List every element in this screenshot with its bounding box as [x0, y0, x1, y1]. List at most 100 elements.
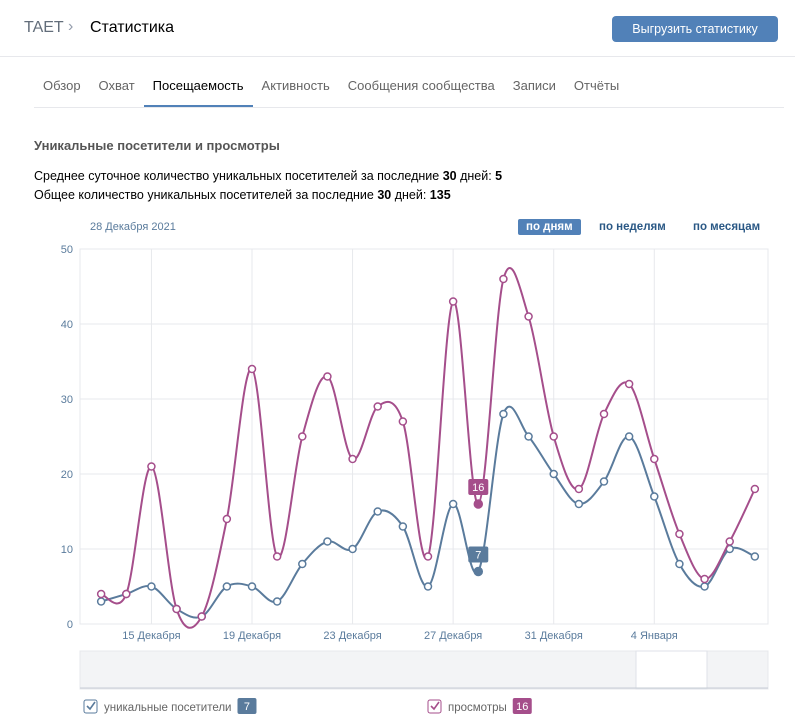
data-point — [574, 484, 584, 494]
tabs: Обзор Охват Посещаемость Активность Сообщени… — [34, 77, 784, 108]
data-point — [473, 499, 484, 509]
value-badge — [468, 546, 489, 563]
value-badge-text: 16 — [472, 482, 484, 494]
legend-check — [86, 701, 96, 711]
data-point — [122, 589, 131, 599]
data-point — [247, 582, 257, 591]
y-tick-label: 10 — [61, 544, 73, 556]
summary-text: Среднее суточное количество уникальных п… — [34, 169, 443, 183]
legend-badge-text: 7 — [244, 701, 250, 713]
legend-checkbox — [427, 699, 442, 714]
series-line — [100, 267, 756, 629]
period-button[interactable]: по дням — [518, 219, 581, 235]
data-point — [298, 432, 307, 441]
data-point — [750, 484, 760, 494]
summary-text: 30 — [377, 188, 392, 202]
y-tick-label: 50 — [61, 244, 73, 256]
period-button[interactable]: по неделям — [599, 221, 666, 233]
summary-text: Общее количество уникальных посетителей … — [34, 188, 378, 202]
data-point — [650, 454, 659, 464]
data-point — [700, 574, 709, 584]
data-point — [348, 454, 357, 464]
data-point — [373, 402, 382, 411]
legend-check — [430, 701, 440, 711]
data-point — [398, 522, 408, 531]
data-point — [700, 582, 709, 591]
plot-frame — [79, 248, 769, 625]
data-point — [398, 417, 408, 426]
y-tick-label: 40 — [61, 319, 73, 331]
data-point — [197, 612, 206, 621]
tab[interactable]: Активность — [261, 78, 330, 93]
tab[interactable]: Охват — [98, 78, 135, 93]
data-point — [222, 514, 232, 524]
data-point — [323, 537, 332, 546]
data-point — [272, 597, 282, 606]
y-tick-label: 30 — [61, 394, 73, 406]
data-point — [272, 552, 282, 561]
data-point — [247, 364, 257, 374]
y-tick-label: 0 — [67, 619, 73, 631]
data-point — [574, 499, 584, 509]
summary-text: 135 — [429, 188, 451, 202]
data-point — [624, 379, 634, 389]
summary-line: Общее количество уникальных посетителей … — [34, 188, 451, 202]
data-point — [96, 597, 106, 606]
legend-badge — [237, 698, 257, 714]
data-point — [323, 372, 332, 381]
legend-label: уникальные посетители — [104, 702, 231, 714]
legend-badge-text: 16 — [516, 701, 528, 713]
summary-text: 5 — [495, 169, 503, 183]
data-point — [499, 409, 508, 419]
data-point — [599, 477, 609, 486]
plot-area — [96, 267, 760, 629]
data-point — [147, 462, 156, 471]
summary-line: Среднее суточное количество уникальных п… — [34, 169, 502, 183]
selected-date: 28 Декабря 2021 — [90, 221, 176, 233]
data-point — [298, 559, 307, 569]
data-point — [650, 492, 659, 501]
x-tick-label: 23 Декабря — [323, 630, 381, 642]
section-title: Уникальные посетители и просмотры — [34, 138, 280, 153]
data-point — [423, 552, 433, 561]
data-point — [675, 529, 684, 539]
data-point — [624, 432, 634, 441]
data-point — [549, 432, 558, 441]
tab[interactable]: Записи — [512, 78, 556, 93]
summary-text: дней: — [456, 169, 496, 183]
header: TAET › Статистика Выгрузить статистику — [0, 0, 795, 57]
data-point — [725, 537, 734, 546]
data-point — [750, 552, 760, 561]
navigator-window — [635, 650, 708, 690]
page-title: Статистика — [90, 19, 175, 36]
tab[interactable]: Посещаемость — [143, 77, 253, 107]
data-point — [473, 566, 484, 577]
summary-text: дней: — [391, 188, 430, 202]
tab[interactable]: Обзор — [43, 78, 81, 93]
value-badge-text: 7 — [475, 550, 481, 562]
data-point — [172, 604, 181, 614]
data-point — [524, 432, 533, 441]
legend-label: просмотры — [448, 702, 507, 714]
series-line — [100, 405, 756, 619]
summary-text: 30 — [442, 169, 457, 183]
tab[interactable]: Отчёты — [573, 78, 620, 93]
data-point — [147, 582, 156, 591]
data-point — [423, 582, 433, 591]
legend-badge — [512, 698, 532, 714]
x-tick-label: 4 Января — [631, 630, 678, 642]
tab[interactable]: Сообщения сообщества — [347, 78, 495, 93]
data-point — [675, 559, 684, 569]
x-tick-label: 31 Декабря — [525, 630, 583, 642]
y-tick-label: 20 — [61, 469, 73, 481]
data-point — [599, 409, 609, 419]
value-badge — [468, 479, 489, 495]
period-button[interactable]: по месяцам — [693, 221, 761, 233]
x-tick-label: 15 Декабря — [122, 630, 180, 642]
data-point — [373, 507, 382, 516]
x-tick-label: 27 Декабря — [424, 630, 482, 642]
legend-checkbox — [83, 699, 98, 714]
breadcrumb[interactable]: TAET — [24, 19, 64, 36]
export-button[interactable]: Выгрузить статистику — [612, 16, 778, 42]
